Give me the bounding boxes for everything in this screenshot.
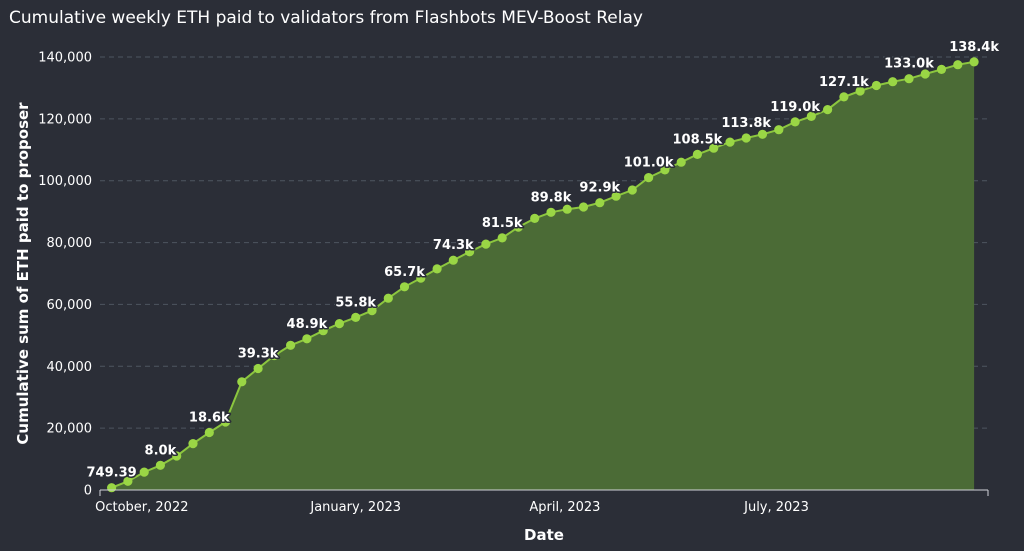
area-fill — [111, 61, 975, 491]
data-point — [416, 273, 426, 283]
x-axis-title: Date — [524, 526, 564, 544]
data-point — [188, 439, 198, 449]
data-point — [481, 239, 491, 249]
data-point — [530, 213, 540, 223]
y-tick-label: 120,000 — [38, 112, 92, 127]
data-label: 48.9k — [287, 317, 328, 332]
data-label: 119.0k — [770, 100, 820, 115]
data-point — [871, 80, 882, 91]
data-point — [676, 157, 686, 167]
data-point — [269, 350, 279, 361]
data-point — [595, 198, 605, 208]
data-point — [741, 133, 751, 143]
data-point — [497, 233, 507, 243]
x-tick-label: October, 2022 — [95, 500, 188, 515]
x-tick-label: April, 2023 — [529, 500, 600, 515]
data-point — [904, 74, 914, 84]
data-label: 133.0k — [884, 57, 934, 72]
data-point — [465, 247, 475, 257]
data-point — [237, 377, 247, 387]
data-point — [383, 293, 393, 303]
data-point — [562, 204, 572, 214]
data-point — [660, 165, 670, 175]
data-label: 89.8k — [531, 190, 572, 205]
y-tick-label: 80,000 — [47, 236, 93, 251]
data-point — [432, 264, 442, 274]
data-point — [448, 255, 458, 265]
data-point — [351, 312, 361, 322]
data-point — [204, 427, 214, 438]
data-label: 8.0k — [145, 443, 177, 458]
y-tick-label: 0 — [84, 484, 92, 499]
data-point — [286, 340, 296, 350]
x-tick-label: January, 2023 — [309, 500, 401, 515]
data-label: 108.5k — [673, 132, 723, 147]
y-tick-label: 60,000 — [47, 298, 93, 313]
data-point — [123, 476, 133, 486]
data-label: 749.39 — [87, 466, 137, 481]
data-point — [578, 202, 589, 212]
data-point — [513, 222, 524, 232]
data-point — [546, 207, 556, 217]
data-point — [220, 417, 231, 427]
data-label: 55.8k — [335, 295, 376, 310]
data-point — [318, 326, 328, 336]
data-point — [172, 451, 182, 461]
data-label: 39.3k — [238, 347, 279, 362]
data-point — [692, 149, 703, 159]
data-label: 113.8k — [721, 116, 771, 131]
data-point — [139, 467, 149, 477]
y-tick-label: 140,000 — [38, 51, 92, 66]
data-point — [969, 57, 979, 67]
data-point — [920, 69, 930, 79]
data-label: 92.9k — [579, 181, 620, 196]
data-label: 65.7k — [384, 265, 425, 280]
y-tick-label: 100,000 — [38, 174, 92, 189]
chart-title: Cumulative weekly ETH paid to validators… — [9, 8, 643, 28]
data-point — [107, 483, 117, 493]
data-point — [839, 92, 849, 102]
data-point — [302, 334, 312, 344]
data-point — [334, 319, 344, 329]
data-point — [855, 86, 865, 96]
y-tick-label: 40,000 — [47, 360, 93, 375]
data-point — [253, 363, 263, 374]
data-point — [367, 306, 377, 316]
data-point — [953, 60, 963, 70]
data-point — [790, 117, 800, 127]
data-label: 101.0k — [624, 156, 674, 171]
data-label: 74.3k — [433, 238, 474, 253]
data-point — [627, 185, 637, 195]
data-point — [155, 460, 165, 470]
data-point — [806, 111, 816, 121]
data-label: 138.4k — [949, 40, 999, 55]
data-label: 127.1k — [819, 75, 869, 90]
data-point — [611, 191, 621, 201]
data-label: 18.6k — [189, 411, 230, 426]
data-point — [644, 173, 654, 183]
data-point — [774, 125, 784, 135]
data-point — [725, 137, 735, 147]
data-point — [823, 105, 833, 115]
data-point — [757, 129, 768, 139]
data-point — [399, 282, 410, 292]
data-point — [888, 77, 898, 87]
x-tick-label: July, 2023 — [743, 500, 809, 515]
data-label: 81.5k — [482, 216, 523, 231]
data-point — [709, 143, 719, 153]
data-point — [936, 64, 947, 74]
y-tick-label: 20,000 — [47, 422, 93, 437]
y-axis-title: Cumulative sum of ETH paid to proposer — [14, 102, 32, 445]
